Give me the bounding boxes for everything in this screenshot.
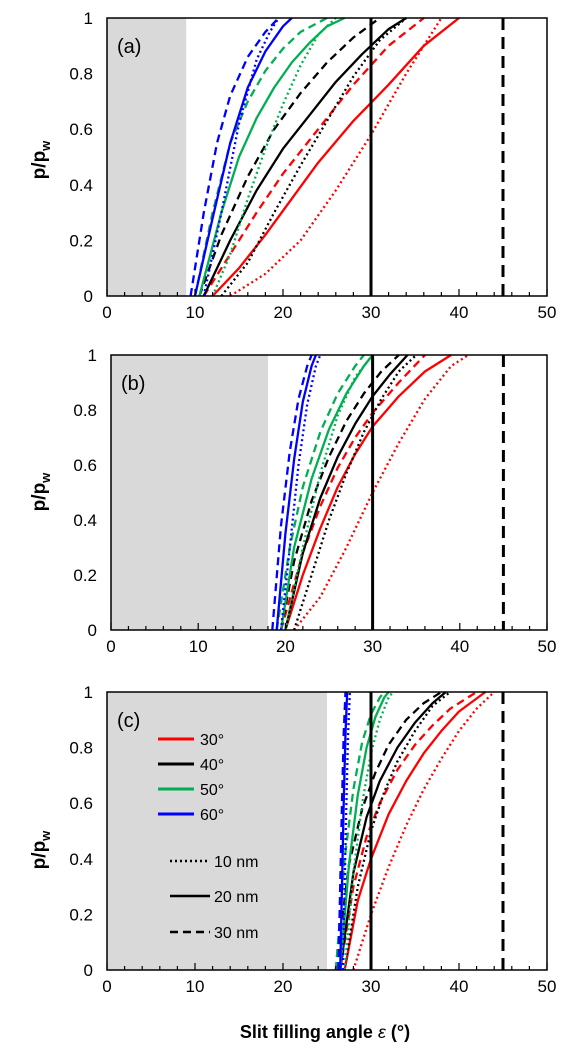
series-line-c-1 — [343, 691, 487, 971]
x-axis-label: Slit filling angle ε (°) — [240, 1022, 410, 1042]
panel-c: 0 10 20 30 40 50 0 0.2 0.4 0.6 0.8 1 (c) — [69, 683, 556, 996]
y-tick-label-a-4: 0.8 — [69, 65, 93, 84]
y-axis-label-c: p/pw — [29, 830, 53, 870]
series-line-a-4 — [202, 17, 407, 297]
x-tick-label-c-4: 40 — [450, 977, 469, 996]
y-tick-label-c-3: 0.6 — [69, 794, 93, 813]
y-tick-label-a-1: 0.2 — [69, 231, 93, 250]
shaded-region-b — [111, 355, 268, 630]
plot-frame-b — [110, 354, 548, 631]
series-line-a-7 — [198, 16, 346, 297]
y-tick-label-b-2: 0.4 — [73, 511, 97, 530]
x-tick-label-b-1: 10 — [189, 637, 208, 656]
series-line-a-2 — [202, 17, 425, 297]
y-tick-label-c-4: 0.8 — [69, 739, 93, 758]
y-axis-label-b: p/pw — [29, 472, 53, 512]
legend-label-60deg: 60° — [200, 807, 224, 824]
series-line-a-6 — [211, 17, 337, 297]
panel-label-a: (a) — [117, 36, 141, 58]
x-tick-label-c-5: 50 — [538, 977, 557, 996]
series-line-b-6 — [284, 354, 374, 631]
series-line-b-1 — [284, 354, 452, 631]
series-line-a-3 — [220, 17, 407, 297]
series-line-c-2 — [339, 691, 478, 971]
series-line-c-4 — [339, 691, 447, 971]
series-line-c-7 — [339, 691, 390, 971]
plot-frame-a — [106, 17, 548, 297]
series-line-c-10 — [339, 691, 349, 971]
y-tick-label-c-5: 1 — [84, 683, 93, 702]
series-line-c-11 — [337, 691, 347, 971]
series-line-b-9 — [279, 354, 322, 631]
y-axis-label-a: p/pw — [29, 140, 53, 180]
legend-label-30deg: 30° — [200, 732, 224, 749]
legend-label-40deg: 40° — [200, 757, 224, 774]
series-line-b-4 — [284, 354, 409, 631]
panel-label-b: (b) — [121, 373, 145, 395]
panel-label-c: (c) — [117, 710, 140, 732]
legend-label-10nm: 10 nm — [214, 854, 258, 871]
series-line-a-11 — [189, 17, 280, 297]
series-line-a-10 — [193, 17, 293, 297]
series-line-a-0 — [229, 17, 443, 297]
x-tick-label-a-1: 10 — [186, 303, 205, 322]
y-tick-label-b-5: 1 — [88, 346, 97, 365]
series-line-b-2 — [279, 354, 426, 631]
y-tick-label-b-0: 0 — [88, 621, 97, 640]
series-line-b-5 — [279, 354, 400, 631]
legend-label-50deg: 50° — [200, 782, 224, 799]
series-line-c-6 — [343, 691, 394, 971]
y-tick-label-c-2: 0.4 — [69, 850, 93, 869]
legend-label-20nm: 20 nm — [214, 889, 258, 906]
y-tick-label-a-5: 1 — [84, 9, 93, 28]
series-line-c-0 — [352, 691, 495, 971]
legend: 30° 40° 50° 60° 10 nm 20 nm 30 nm — [158, 732, 258, 942]
x-tick-label-a-0: 0 — [102, 303, 111, 322]
x-tick-label-a-5: 50 — [538, 303, 557, 322]
x-tick-label-c-1: 10 — [186, 977, 205, 996]
series-line-b-7 — [279, 354, 374, 631]
series-line-a-1 — [211, 17, 460, 297]
x-tick-label-b-0: 0 — [106, 637, 115, 656]
series-line-b-0 — [293, 354, 470, 631]
y-tick-label-a-2: 0.4 — [69, 176, 93, 195]
panel-b: 0 10 20 30 40 50 0 0.2 0.4 0.6 0.8 1 (b) — [73, 346, 556, 656]
series-line-b-8 — [275, 354, 365, 631]
x-tick-label-a-3: 30 — [362, 303, 381, 322]
y-tick-label-b-1: 0.2 — [73, 566, 97, 585]
x-tick-label-b-4: 40 — [450, 637, 469, 656]
x-tick-label-c-2: 20 — [274, 977, 293, 996]
x-tick-label-b-5: 50 — [538, 637, 557, 656]
x-tick-label-b-3: 30 — [363, 637, 382, 656]
y-tick-label-c-0: 0 — [84, 961, 93, 980]
y-tick-label-b-4: 0.8 — [73, 401, 97, 420]
plot-frame-c — [106, 691, 548, 971]
y-tick-label-c-1: 0.2 — [69, 905, 93, 924]
shaded-region-c — [107, 692, 327, 970]
shaded-region-a — [107, 18, 187, 296]
series-line-c-9 — [341, 691, 352, 971]
legend-label-30nm: 30 nm — [214, 925, 258, 942]
series-line-b-10 — [275, 354, 317, 631]
y-tick-label-a-0: 0 — [84, 287, 93, 306]
x-tick-label-a-2: 20 — [274, 303, 293, 322]
series-line-a-9 — [202, 17, 280, 297]
series-line-c-3 — [343, 691, 451, 971]
y-tick-label-b-3: 0.6 — [73, 456, 97, 475]
x-tick-label-c-0: 0 — [102, 977, 111, 996]
y-tick-label-a-3: 0.6 — [69, 120, 93, 139]
x-tick-label-c-3: 30 — [362, 977, 381, 996]
x-tick-label-a-4: 40 — [450, 303, 469, 322]
x-tick-label-b-2: 20 — [276, 637, 295, 656]
panel-a: 0 10 20 30 40 50 0 0.2 0.4 0.6 0.8 1 (a) — [69, 9, 556, 322]
